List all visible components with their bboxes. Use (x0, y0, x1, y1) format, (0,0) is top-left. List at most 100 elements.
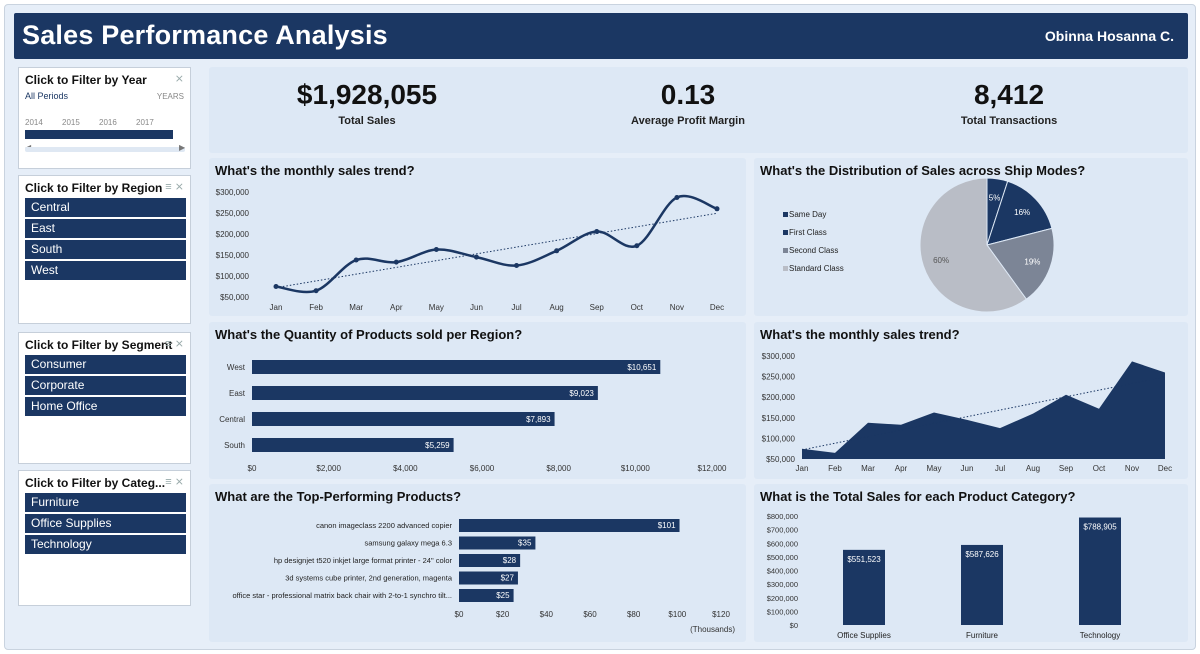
monthly-trend-area-panel: What's the monthly sales trend? $50,000 $… (754, 322, 1188, 479)
bar (252, 412, 555, 426)
kpi-value: 0.13 (660, 79, 716, 110)
x-tick-label: Feb (309, 303, 323, 312)
data-point (634, 243, 640, 249)
y-tick-label: $150,000 (216, 251, 250, 260)
slice-label: 5% (989, 193, 1001, 202)
slicer-title: Click to Filter by Categ... (25, 476, 166, 490)
slice-label: 16% (1014, 208, 1030, 217)
slicer-item-office-supplies[interactable]: Office Supplies (25, 514, 186, 533)
data-label: $28 (503, 556, 517, 565)
year-timeline-slicer[interactable]: Click to Filter by Year ⨯ All Periods YE… (18, 67, 191, 169)
data-label: $7,893 (526, 415, 551, 424)
multi-select-icon[interactable]: ≡ ⨯ (165, 476, 184, 488)
column (961, 544, 1003, 625)
timeline-year-label: 2015 (62, 118, 80, 127)
slicer-title: Click to Filter by Segment (25, 338, 173, 352)
kpi-value: $1,928,055 (296, 79, 438, 110)
scroll-right-icon[interactable]: ▶ (179, 143, 186, 152)
slicer-item-west[interactable]: West (25, 261, 186, 280)
kpi-label: Total Sales (338, 115, 396, 127)
x-tick-label: $2,000 (316, 464, 341, 473)
top-products-bar-panel: What are the Top-Performing Products? ca… (209, 484, 746, 642)
x-tick-label: Nov (670, 303, 684, 312)
pie-slice (986, 180, 1053, 246)
legend-swatch (783, 212, 788, 217)
x-tick-label: May (429, 303, 444, 312)
x-tick-label: $40 (540, 610, 554, 619)
x-tick-label: Jun (961, 464, 974, 473)
pie-slice (986, 227, 1055, 300)
x-tick-label: Aug (1026, 464, 1040, 473)
bar (459, 589, 514, 602)
author-name: Obinna Hosanna C. (1044, 28, 1174, 44)
region-slicer[interactable]: Click to Filter by Region ≡ ⨯ Central Ea… (18, 175, 191, 324)
y-tick-label: $400,000 (767, 567, 798, 576)
pie-chart: 5% 16% 19% 60% Same Day First Class Second Cla… (783, 177, 1055, 313)
region-quantity-bar-panel: What's the Quantity of Products sold per… (209, 322, 746, 479)
column-chart: $0 $100,000 $200,000 $300,000 $400,000 $500,0… (767, 512, 1121, 640)
category-label: East (229, 389, 246, 398)
category-label: hp designjet t520 inkjet large format pr… (274, 556, 453, 565)
slicer-item-home-office[interactable]: Home Office (25, 397, 186, 416)
timeline-selection-bar[interactable] (25, 130, 173, 139)
slicer-item-south[interactable]: South (25, 240, 186, 259)
x-tick-label: Apr (390, 303, 403, 312)
category-sales-column-panel: What is the Total Sales for each Product… (754, 484, 1188, 642)
trendline (801, 376, 1166, 451)
area-fill (802, 361, 1165, 459)
data-point (353, 257, 359, 263)
slicer-item-furniture[interactable]: Furniture (25, 493, 186, 512)
category-slicer[interactable]: Click to Filter by Categ... ≡ ⨯ Furnitur… (18, 470, 191, 606)
chart-title: What is the Total Sales for each Product… (760, 489, 1076, 504)
x-tick-label: $80 (627, 610, 641, 619)
x-tick-label: Jan (796, 464, 809, 473)
category-label: samsung galaxy mega 6.3 (364, 539, 452, 548)
x-tick-label: Oct (1093, 464, 1106, 473)
x-tick-label: Office Supplies (837, 631, 891, 640)
slicer-title: Click to Filter by Region (25, 181, 163, 195)
slice-label: 60% (933, 256, 949, 265)
slice-label: 19% (1024, 257, 1040, 266)
timeline-unit[interactable]: YEARS (156, 92, 184, 101)
y-tick-label: $50,000 (766, 455, 795, 464)
bar (459, 536, 536, 550)
y-tick-label: $300,000 (216, 188, 250, 197)
segment-slicer[interactable]: Click to Filter by Segment ≡ ⨯ Consumer … (18, 332, 191, 464)
bar-chart: canon imageclass 2200 advanced copier $10… (232, 519, 735, 634)
x-tick-label: Apr (895, 464, 908, 473)
timeline-scrollbar[interactable] (25, 147, 185, 152)
bar (252, 360, 661, 374)
page-title: Sales Performance Analysis (22, 20, 388, 50)
y-tick-label: $50,000 (220, 293, 249, 302)
x-tick-label: Furniture (966, 631, 999, 640)
timeline-period[interactable]: All Periods (25, 91, 69, 101)
x-tick-label: $100 (668, 610, 686, 619)
kpi-total-transactions: 8,412 Total Transactions (909, 79, 1109, 127)
y-tick-label: $100,000 (216, 272, 250, 281)
data-point (514, 263, 520, 268)
slicer-item-east[interactable]: East (25, 219, 186, 238)
x-tick-label: Mar (349, 303, 363, 312)
dashboard-header: Sales Performance Analysis Obinna Hosann… (14, 13, 1188, 59)
multi-select-icon[interactable]: ≡ ⨯ (165, 338, 184, 350)
x-tick-label: $6,000 (470, 464, 495, 473)
x-axis-label: (Thousands) (690, 625, 735, 634)
chart-title: What's the monthly sales trend? (760, 327, 960, 342)
series-line (275, 194, 718, 294)
y-tick-label: $300,000 (767, 580, 798, 589)
x-tick-label: Dec (710, 303, 724, 312)
x-tick-label: Feb (828, 464, 842, 473)
x-tick-label: $20 (496, 610, 510, 619)
slicer-item-central[interactable]: Central (25, 198, 186, 217)
multi-select-icon[interactable]: ≡ ⨯ (165, 181, 184, 193)
legend-label: First Class (789, 228, 827, 237)
slicer-item-corporate[interactable]: Corporate (25, 376, 186, 395)
y-tick-label: $600,000 (767, 539, 798, 548)
x-tick-label: Jun (470, 303, 483, 312)
clear-filter-icon[interactable]: ⨯ (174, 73, 184, 85)
column (843, 549, 885, 625)
data-point (594, 228, 600, 234)
slicer-item-technology[interactable]: Technology (25, 535, 186, 554)
data-label: $9,023 (569, 389, 594, 398)
slicer-item-consumer[interactable]: Consumer (25, 355, 186, 374)
